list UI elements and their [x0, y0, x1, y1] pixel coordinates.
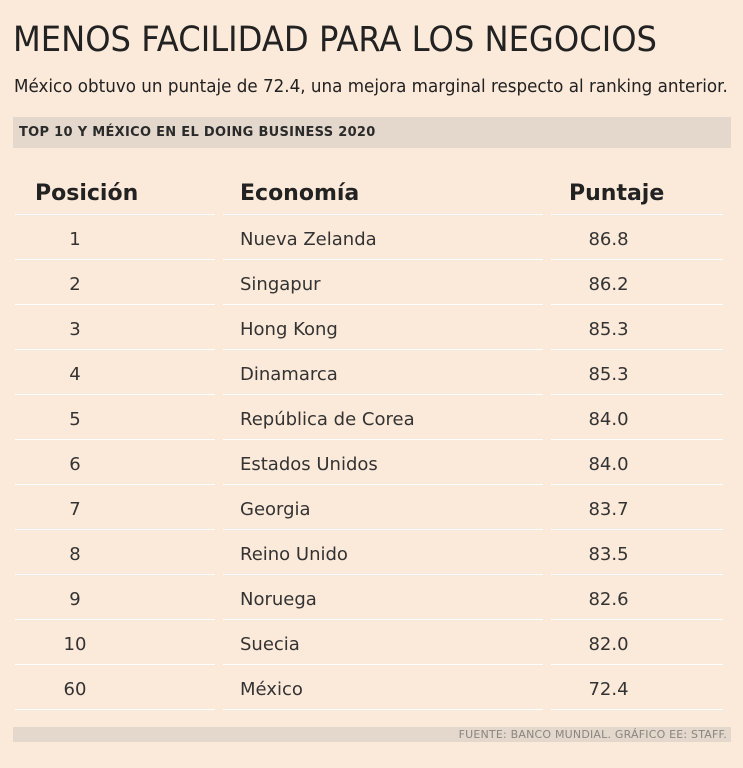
- position-value: 6: [69, 454, 81, 475]
- table-cell-score: 84.0: [551, 395, 723, 440]
- table-cell-score: 86.8: [551, 215, 723, 260]
- economy-value: Estados Unidos: [240, 454, 378, 475]
- table-cell-position: 1: [15, 215, 215, 260]
- column-header-position: Posición: [35, 181, 139, 206]
- table-cell-score: 85.3: [551, 350, 723, 395]
- table-cell-score: 83.5: [551, 530, 723, 575]
- table-cell-position: 6: [15, 440, 215, 485]
- table-cell-economy: Nueva Zelanda: [223, 215, 543, 260]
- score-value: 82.6: [588, 589, 629, 610]
- ranking-table: Posición Economía Puntaje 1 Nueva Zelanda…: [0, 170, 743, 710]
- score-value: 83.7: [588, 499, 629, 520]
- table-cell-economy: México: [223, 665, 543, 710]
- table-row: 10 Suecia 82.0: [0, 620, 743, 665]
- score-value: 72.4: [588, 679, 629, 700]
- table-cell-economy: Noruega: [223, 575, 543, 620]
- position-value: 1: [69, 229, 81, 250]
- position-value: 7: [69, 499, 81, 520]
- economy-value: México: [240, 679, 303, 700]
- table-cell-economy: Georgia: [223, 485, 543, 530]
- table-cell-economy: Hong Kong: [223, 305, 543, 350]
- table-cell-position: 4: [15, 350, 215, 395]
- score-value: 85.3: [588, 319, 629, 340]
- table-cell-position: 60: [15, 665, 215, 710]
- economy-value: Nueva Zelanda: [240, 229, 377, 250]
- table-row: 5 República de Corea 84.0: [0, 395, 743, 440]
- section-label: TOP 10 Y MÉXICO EN EL DOING BUSINESS 202…: [19, 125, 376, 140]
- table-cell-score: 82.6: [551, 575, 723, 620]
- economy-value: Reino Unido: [240, 544, 348, 565]
- score-value: 84.0: [588, 454, 629, 475]
- score-value: 86.8: [588, 229, 629, 250]
- score-value: 84.0: [588, 409, 629, 430]
- header-cell-economy: Economía: [223, 170, 543, 215]
- table-cell-score: 86.2: [551, 260, 723, 305]
- table-row: 4 Dinamarca 85.3: [0, 350, 743, 395]
- position-value: 10: [63, 634, 87, 655]
- score-value: 86.2: [588, 274, 629, 295]
- score-value: 85.3: [588, 364, 629, 385]
- economy-value: Singapur: [240, 274, 321, 295]
- table-cell-economy: Singapur: [223, 260, 543, 305]
- table-cell-economy: Suecia: [223, 620, 543, 665]
- header-cell-position: Posición: [15, 170, 215, 215]
- table-cell-score: 83.7: [551, 485, 723, 530]
- section-header-bar: TOP 10 Y MÉXICO EN EL DOING BUSINESS 202…: [13, 117, 731, 148]
- position-value: 2: [69, 274, 81, 295]
- table-cell-economy: Reino Unido: [223, 530, 543, 575]
- table-cell-position: 8: [15, 530, 215, 575]
- position-value: 8: [69, 544, 81, 565]
- table-cell-position: 10: [15, 620, 215, 665]
- table-cell-position: 7: [15, 485, 215, 530]
- table-cell-economy: República de Corea: [223, 395, 543, 440]
- table-cell-position: 3: [15, 305, 215, 350]
- economy-value: Georgia: [240, 499, 311, 520]
- table-cell-position: 9: [15, 575, 215, 620]
- table-row: 2 Singapur 86.2: [0, 260, 743, 305]
- economy-value: Hong Kong: [240, 319, 338, 340]
- table-cell-position: 5: [15, 395, 215, 440]
- table-row: 7 Georgia 83.7: [0, 485, 743, 530]
- table-cell-score: 84.0: [551, 440, 723, 485]
- table-cell-economy: Estados Unidos: [223, 440, 543, 485]
- table-row: 3 Hong Kong 85.3: [0, 305, 743, 350]
- table-cell-score: 72.4: [551, 665, 723, 710]
- economy-value: Noruega: [240, 589, 317, 610]
- economy-value: República de Corea: [240, 409, 415, 430]
- table-cell-position: 2: [15, 260, 215, 305]
- table-body: 1 Nueva Zelanda 86.8 2 Singapur 86.2 3 Hong Kon…: [0, 215, 743, 710]
- table-row: 1 Nueva Zelanda 86.8: [0, 215, 743, 260]
- position-value: 9: [69, 589, 81, 610]
- economy-value: Dinamarca: [240, 364, 338, 385]
- position-value: 3: [69, 319, 81, 340]
- score-value: 82.0: [588, 634, 629, 655]
- table-cell-score: 82.0: [551, 620, 723, 665]
- economy-value: Suecia: [240, 634, 300, 655]
- column-header-economy: Economía: [240, 181, 360, 206]
- table-row: 9 Noruega 82.6: [0, 575, 743, 620]
- footer-bar: FUENTE: BANCO MUNDIAL. GRÁFICO EE: STAFF…: [13, 727, 731, 742]
- chart-title: MENOS FACILIDAD PARA LOS NEGOCIOS: [13, 20, 657, 60]
- table-header-row: Posición Economía Puntaje: [0, 170, 743, 215]
- table-row: 8 Reino Unido 83.5: [0, 530, 743, 575]
- position-value: 5: [69, 409, 81, 430]
- source-note: FUENTE: BANCO MUNDIAL. GRÁFICO EE: STAFF…: [458, 728, 727, 741]
- score-value: 83.5: [588, 544, 629, 565]
- table-row: 6 Estados Unidos 84.0: [0, 440, 743, 485]
- header-cell-score: Puntaje: [551, 170, 723, 215]
- position-value: 60: [63, 679, 87, 700]
- table-row: 60 México 72.4: [0, 665, 743, 710]
- table-cell-score: 85.3: [551, 305, 723, 350]
- table-cell-economy: Dinamarca: [223, 350, 543, 395]
- column-header-score: Puntaje: [569, 181, 665, 206]
- chart-subtitle: México obtuvo un puntaje de 72.4, una me…: [14, 76, 728, 97]
- position-value: 4: [69, 364, 81, 385]
